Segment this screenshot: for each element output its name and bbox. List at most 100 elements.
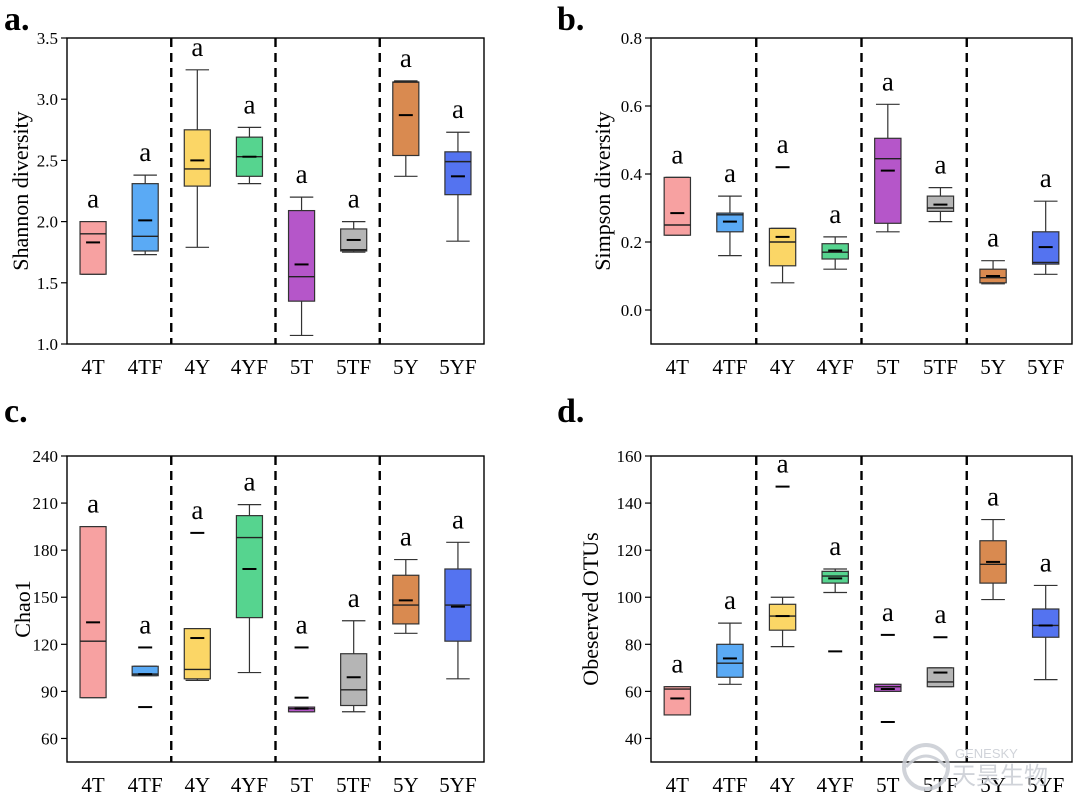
x-tick-label: 4TF [128,355,163,379]
box-body [287,209,316,302]
significance-letter: a [934,599,946,629]
significance-letter: a [829,199,841,229]
plot-frame [66,455,485,763]
chart-panel-3: c. Chao1 60 90 120 150 180 210 240 a 4T a 4TF a 4Y a 4YF… [4,393,485,797]
y-tick-label: 0.0 [621,301,642,320]
x-tick-label: 5Y [393,773,419,797]
box-4Y: a [183,32,211,248]
chart-panel-2: b. Simpson diversity 0.0 0.2 0.4 0.6 0.8 a 4T a 4T… [557,1,1073,379]
genesky-watermark: GENESKY 天昊生物 [902,743,1048,791]
box-4T: a [79,184,107,275]
plot-frame [66,37,485,345]
x-tick-label: 4YF [231,355,268,379]
box-body [979,540,1007,584]
x-tick-label: 4T [666,773,690,797]
x-tick-label: 4T [81,355,105,379]
box-4Y: a [768,129,797,284]
chart-panel-4: d. Obeserved OTUs 40 60 80 100 120 140 160 a 4T a 4T… [557,393,1073,797]
y-tick-label: 90 [41,682,58,701]
y-tick-label: 120 [33,635,59,654]
x-tick-label: 4Y [184,355,210,379]
box-body [926,667,955,688]
panel-letter: c. [4,393,28,430]
plot-frame [650,455,1073,763]
box-body [768,227,797,267]
y-axis-label: Chao1 [10,580,35,637]
box-5Y: a [392,522,420,634]
box-body [79,221,107,275]
significance-letter: a [934,150,946,180]
x-tick-label: 4YF [817,773,854,797]
significance-letter: a [882,66,894,96]
box-body [768,603,797,631]
y-tick-label: 0.2 [621,233,642,252]
significance-letter: a [777,449,789,479]
watermark-cn: 天昊生物 [952,763,1048,790]
significance-letter: a [191,495,203,525]
panel-letter: d. [557,393,584,430]
box-body [392,81,420,157]
x-tick-label: 4YF [231,773,268,797]
y-axis-label: Obeserved OTUs [578,532,603,685]
y-tick-label: 0.6 [621,97,642,116]
significance-letter: a [139,609,151,639]
y-tick-label: 40 [625,729,642,748]
x-tick-label: 5T [876,773,900,797]
box-5Y: a [392,43,420,177]
significance-letter: a [296,609,308,639]
significance-letter: a [87,184,99,214]
box-body [821,570,849,584]
box-4Y: a [183,495,211,682]
significance-letter: a [829,531,841,561]
y-tick-label: 60 [41,729,58,748]
significance-letter: a [400,43,412,73]
box-body [235,515,264,619]
x-tick-label: 4TF [712,355,747,379]
y-tick-label: 1.0 [37,335,58,354]
significance-letter: a [348,184,360,214]
significance-letter: a [191,32,203,62]
significance-letter: a [87,489,99,519]
plot-frame [650,37,1073,345]
x-tick-label: 5T [290,355,314,379]
significance-letter: a [348,583,360,613]
box-body [131,183,159,252]
significance-letter: a [882,597,894,627]
box-4Y: a [768,449,797,648]
box-5TF: a [926,599,955,688]
y-tick-label: 150 [33,588,59,607]
box-body [663,686,692,716]
y-tick-label: 240 [33,447,59,466]
significance-letter: a [1040,163,1052,193]
x-tick-label: 5T [290,773,314,797]
y-tick-label: 120 [617,541,643,560]
x-tick-label: 5TF [336,773,371,797]
box-body [874,683,902,692]
significance-letter: a [452,504,464,534]
y-tick-label: 2.5 [37,151,58,170]
box-4TF: a [131,137,159,256]
significance-letter: a [243,89,255,119]
x-tick-label: 5TF [923,355,958,379]
box-body [183,628,211,680]
x-tick-label: 5YF [439,773,476,797]
box-5TF: a [926,150,955,223]
box-4TF: a [131,609,159,709]
box-5T: a [287,609,316,713]
significance-letter: a [724,585,736,615]
box-body [444,151,472,196]
box-body [183,129,211,187]
y-tick-label: 3.5 [37,29,58,48]
significance-letter: a [777,129,789,159]
x-tick-label: 5Y [393,355,419,379]
box-4T: a [663,649,692,716]
x-tick-label: 5Y [980,773,1006,797]
box-5YF: a [1031,163,1060,275]
x-tick-label: 4TF [128,773,163,797]
x-tick-label: 4T [666,355,690,379]
y-tick-label: 80 [625,635,642,654]
significance-letter: a [987,482,999,512]
box-4YF: a [821,531,849,653]
significance-letter: a [671,649,683,679]
y-tick-label: 0.8 [621,29,642,48]
